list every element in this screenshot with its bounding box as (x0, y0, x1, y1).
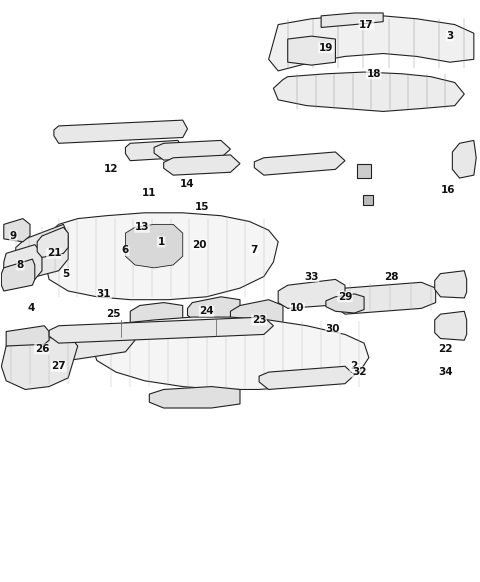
Text: 8: 8 (17, 260, 24, 270)
Polygon shape (154, 140, 230, 160)
Polygon shape (230, 300, 283, 329)
Text: 26: 26 (35, 344, 49, 354)
Text: 31: 31 (97, 289, 111, 299)
Text: 11: 11 (142, 187, 156, 197)
Text: 10: 10 (290, 303, 304, 313)
Polygon shape (54, 120, 188, 143)
Polygon shape (188, 297, 240, 323)
Polygon shape (326, 294, 364, 313)
Text: 15: 15 (194, 202, 209, 212)
Text: 33: 33 (304, 272, 319, 282)
Polygon shape (44, 213, 278, 300)
Text: 6: 6 (122, 246, 129, 255)
Polygon shape (1, 335, 78, 389)
Polygon shape (164, 155, 240, 175)
Polygon shape (452, 140, 476, 178)
Polygon shape (435, 271, 467, 298)
Polygon shape (321, 13, 383, 27)
Text: 14: 14 (180, 179, 195, 189)
Text: 1: 1 (157, 237, 165, 247)
Polygon shape (357, 164, 371, 178)
Text: 22: 22 (438, 344, 453, 354)
Polygon shape (37, 228, 68, 257)
Text: 4: 4 (27, 303, 35, 313)
Polygon shape (254, 152, 345, 175)
Text: 18: 18 (366, 69, 381, 79)
Polygon shape (149, 386, 240, 408)
Text: 27: 27 (51, 361, 66, 371)
Text: 34: 34 (438, 367, 453, 377)
Text: 23: 23 (252, 315, 266, 325)
Text: 19: 19 (319, 42, 333, 53)
Polygon shape (120, 323, 144, 343)
Text: 32: 32 (352, 367, 367, 377)
Text: 21: 21 (47, 249, 61, 258)
Polygon shape (278, 279, 345, 308)
Text: 2: 2 (350, 361, 357, 371)
Polygon shape (16, 225, 68, 279)
Text: 17: 17 (359, 20, 374, 30)
Polygon shape (6, 326, 49, 346)
Polygon shape (336, 282, 436, 314)
Polygon shape (363, 196, 372, 205)
Polygon shape (59, 332, 135, 360)
Polygon shape (49, 317, 274, 343)
Text: 5: 5 (62, 269, 70, 279)
Text: 3: 3 (446, 31, 454, 41)
Polygon shape (288, 36, 336, 65)
Text: 9: 9 (10, 231, 17, 241)
Text: 29: 29 (338, 292, 352, 302)
Text: 16: 16 (440, 184, 455, 194)
Text: 24: 24 (199, 306, 214, 316)
Polygon shape (274, 72, 464, 111)
Polygon shape (130, 303, 183, 332)
Polygon shape (4, 244, 42, 285)
Text: 25: 25 (106, 309, 121, 319)
Text: 12: 12 (104, 164, 119, 175)
Text: 7: 7 (251, 246, 258, 255)
Text: 28: 28 (384, 272, 399, 282)
Polygon shape (269, 16, 474, 71)
Text: 30: 30 (326, 324, 340, 333)
Polygon shape (1, 259, 35, 291)
Polygon shape (4, 219, 30, 242)
Polygon shape (435, 311, 467, 340)
Polygon shape (125, 140, 183, 161)
Text: 13: 13 (135, 222, 149, 232)
Text: 20: 20 (192, 240, 207, 250)
Polygon shape (125, 225, 183, 268)
Polygon shape (259, 366, 355, 389)
Polygon shape (92, 317, 369, 389)
